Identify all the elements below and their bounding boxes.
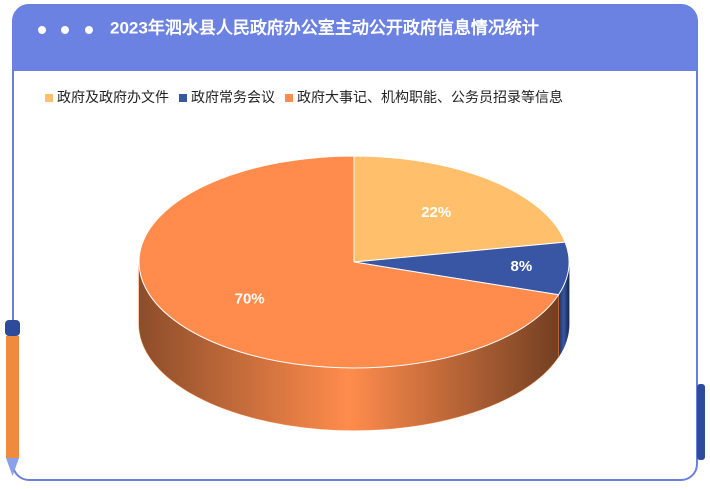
slice [353,155,566,263]
chart-title: 2023年泗水县人民政府办公室主动公开政府信息情况统计 [110,17,539,37]
legend: 政府及政府办文件 政府常务会议 政府大事记、机构职能、公务员招录等信息 [45,89,563,105]
legend-swatch [179,94,187,102]
pencil-body [6,336,19,458]
header-band [13,5,697,71]
pencil [5,320,20,476]
legend-swatch [285,94,293,102]
legend-label: 政府及政府办文件 [57,89,169,105]
dot [38,26,46,34]
pencil-tip [6,458,19,476]
dot [85,26,93,34]
data-label: 70% [235,290,265,307]
data-label: 8% [511,258,533,275]
pencil-cap [5,320,20,336]
legend-label: 政府常务会议 [191,89,275,105]
side-tab [697,384,705,460]
slice [138,155,560,369]
slice [353,241,570,296]
data-label: 22% [421,204,451,221]
slice-side-shade [138,262,559,431]
pie: 22% 8% 70% [138,155,570,431]
dot [61,26,69,34]
legend-label: 政府大事记、机构职能、公务员招录等信息 [297,89,563,105]
slice-side-shade [558,262,569,357]
legend-swatch [45,94,53,102]
